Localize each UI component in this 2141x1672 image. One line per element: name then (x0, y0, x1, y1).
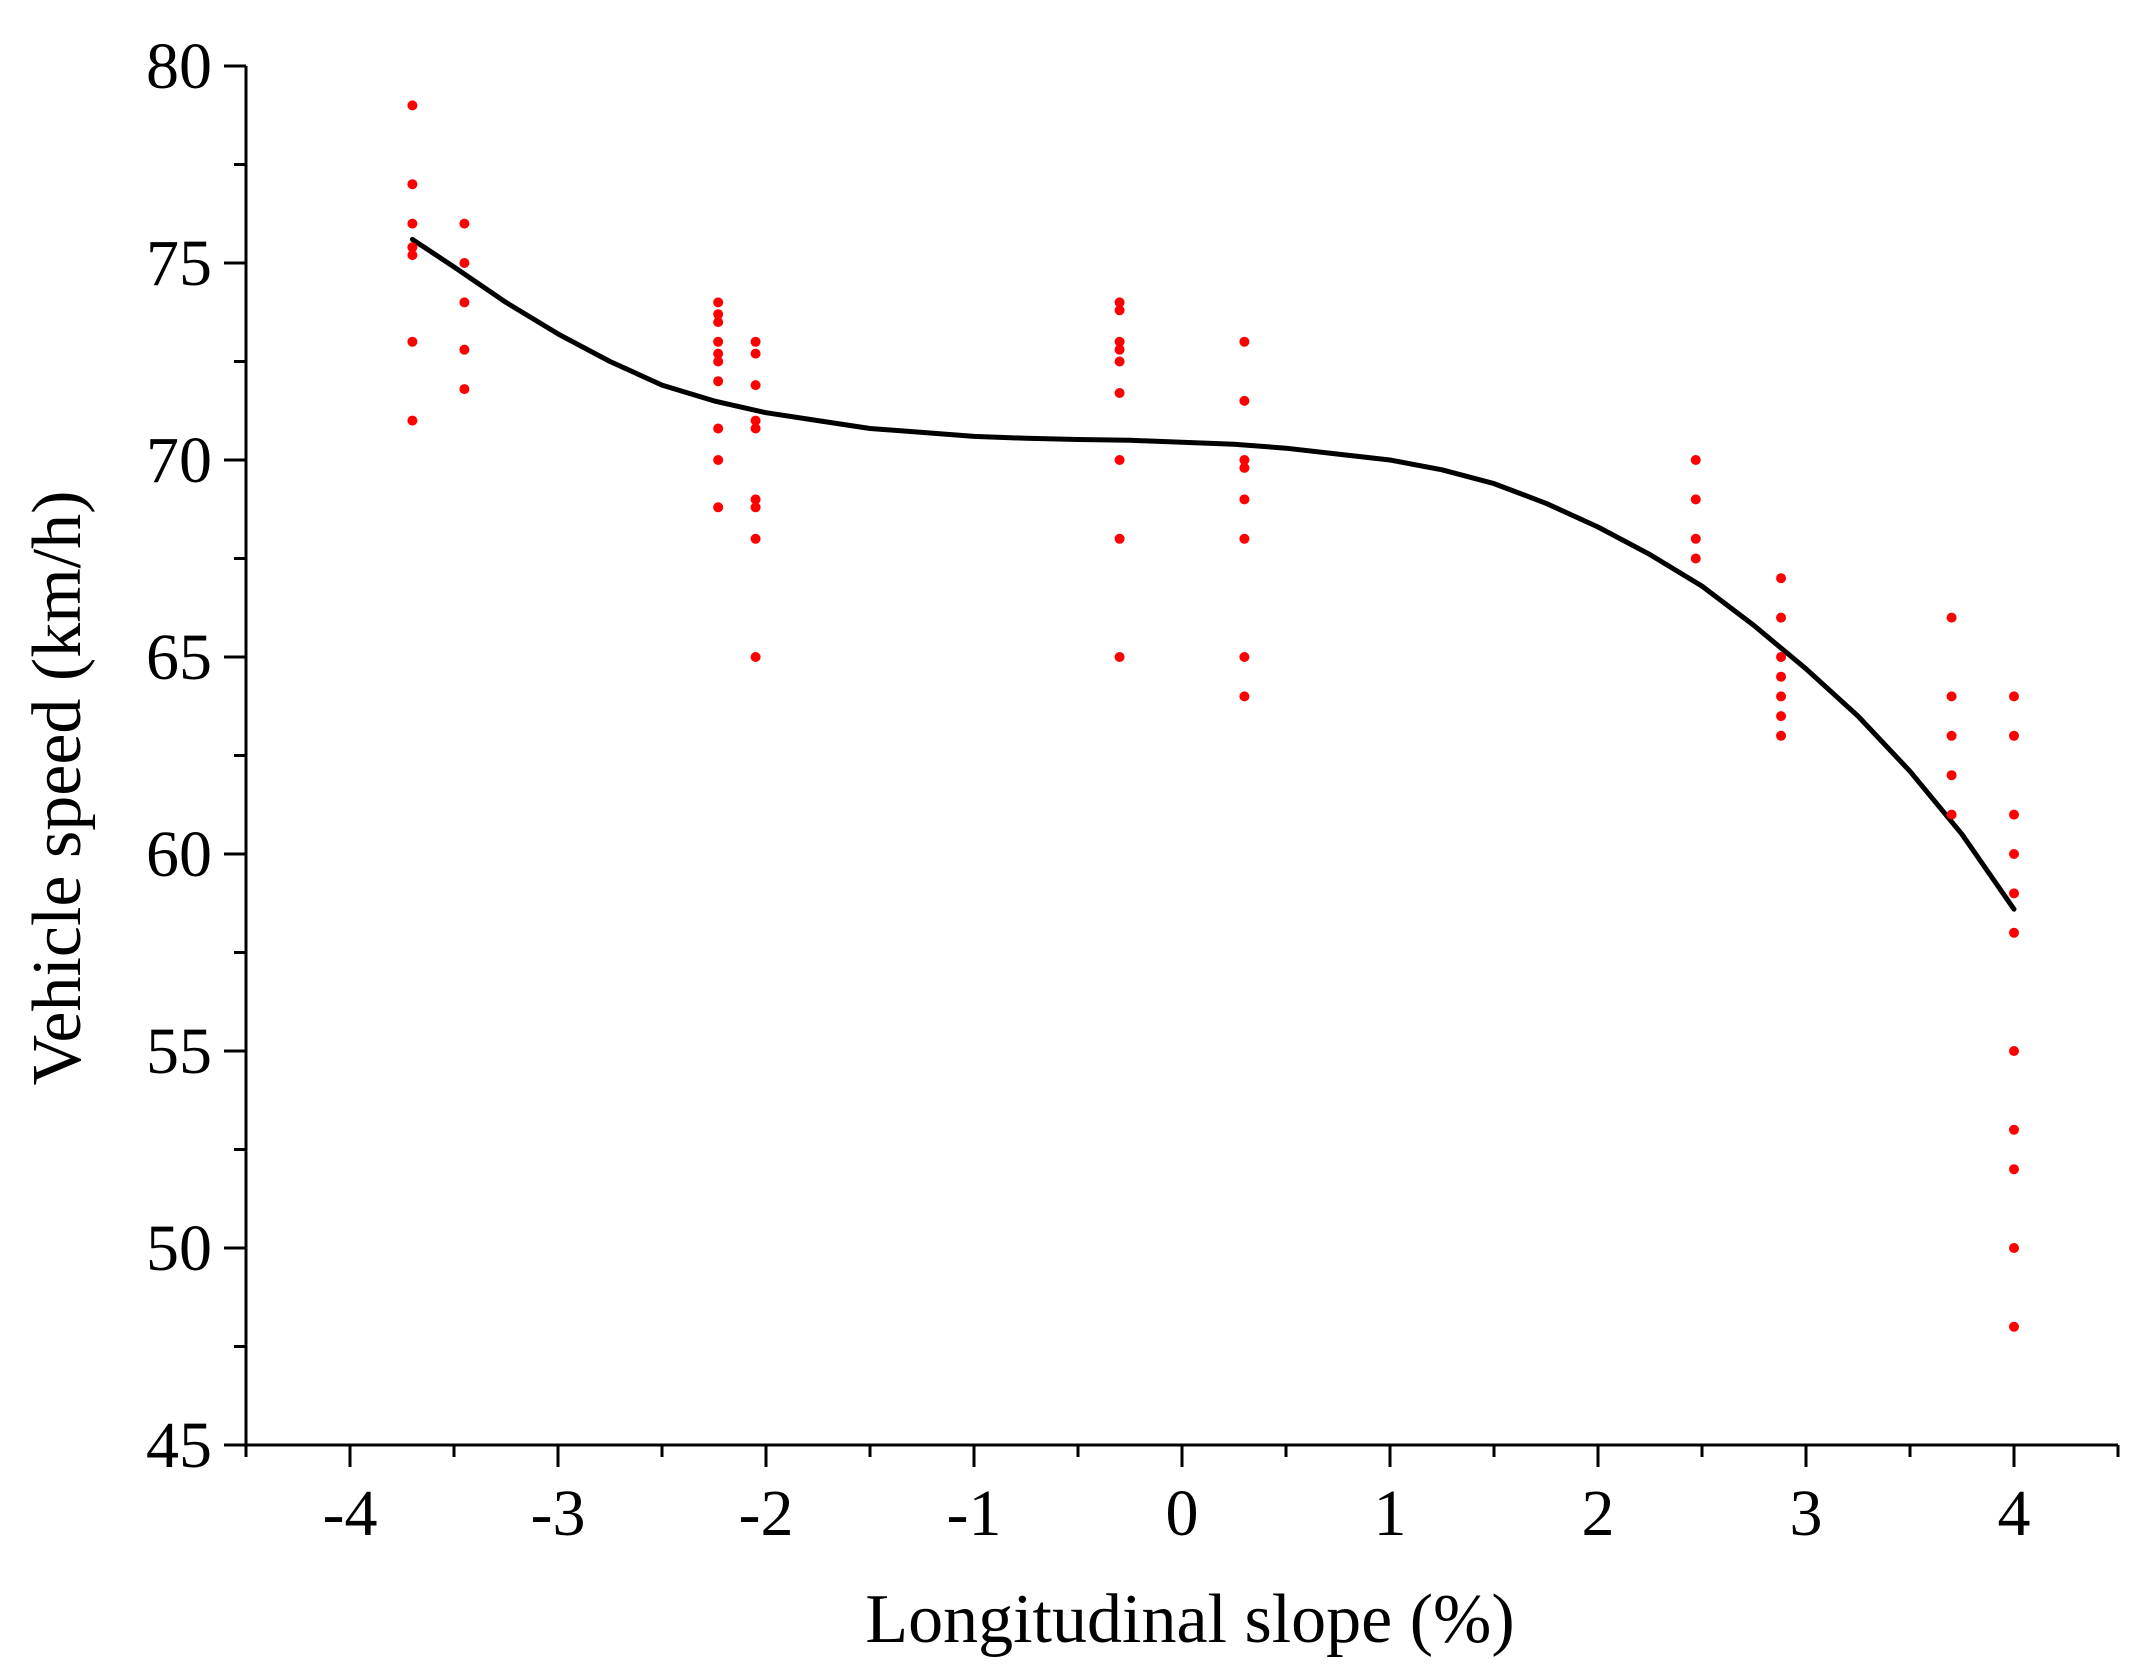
scatter-point (1114, 297, 1125, 308)
scatter-point (407, 415, 418, 426)
scatter-point (1690, 494, 1701, 505)
scatter-point (1239, 533, 1250, 544)
y-tick-label: 55 (146, 1015, 212, 1088)
scatter-point (1239, 691, 1250, 702)
scatter-point (1776, 711, 1787, 722)
scatter-point (713, 376, 724, 387)
scatter-point (713, 423, 724, 434)
scatter-point (1946, 809, 1957, 820)
x-tick-label: 3 (1790, 1477, 1823, 1550)
scatter-point (1946, 612, 1957, 623)
scatter-point (1114, 455, 1125, 465)
scatter-point (459, 258, 470, 268)
scatter-point (407, 179, 418, 190)
scatter-point (1776, 691, 1787, 702)
y-tick-label: 75 (146, 227, 212, 300)
scatter-point (2009, 691, 2019, 702)
y-tick-label: 80 (146, 30, 212, 103)
scatter-point (750, 380, 761, 391)
scatter-point (1776, 573, 1787, 584)
scatter-point (1776, 730, 1787, 741)
scatter-point (713, 297, 724, 308)
scatter-point (1946, 730, 1957, 741)
scatter-point (750, 494, 761, 505)
x-tick-label: 1 (1374, 1477, 1407, 1550)
scatter-point (1776, 612, 1787, 623)
scatter-point (1946, 691, 1957, 702)
scatter-point (407, 242, 418, 253)
y-tick-label: 45 (146, 1409, 212, 1482)
y-tick-label: 60 (146, 818, 212, 891)
scatter-point (750, 415, 761, 426)
scatter-point (713, 455, 724, 465)
scatter-point (713, 336, 724, 347)
x-tick-label: 2 (1582, 1477, 1615, 1550)
x-axis-title: Longitudinal slope (%) (865, 1581, 1514, 1658)
fitted-curve-layer (409, 236, 2017, 912)
scatter-point (2009, 849, 2019, 859)
scatter-point (713, 309, 724, 320)
scatter-point (459, 344, 470, 355)
scatter-point (1239, 652, 1250, 662)
scatter-point (2009, 888, 2019, 899)
scatter-point (2009, 1124, 2019, 1135)
scatter-point (750, 423, 761, 434)
scatter-point (1114, 305, 1125, 316)
scatter-point (2009, 1243, 2019, 1253)
scatter-point (407, 336, 418, 347)
scatter-point (2009, 809, 2019, 820)
scatter-point (750, 336, 761, 347)
scatter-point (750, 652, 761, 662)
scatter-point (1946, 770, 1957, 781)
scatter-point (459, 384, 470, 395)
scatter-point (713, 356, 724, 367)
x-tick-label: -1 (947, 1477, 1002, 1550)
fitted-curve-line (409, 236, 2017, 912)
scatter-point (459, 297, 470, 308)
scatter-point (1114, 388, 1125, 399)
scatter-point (1114, 652, 1125, 662)
scatter-point (1690, 533, 1701, 544)
scatter-point (1776, 671, 1787, 682)
scatter-point (1239, 455, 1250, 465)
y-axis-title: Vehicle speed (km/h) (19, 491, 96, 1086)
scatter-point (2009, 1321, 2019, 1332)
scatter-point (1114, 533, 1125, 544)
scatter-point (713, 502, 724, 513)
y-tick-label: 70 (146, 424, 212, 497)
scatter-point (2009, 1164, 2019, 1175)
scatter-point (407, 250, 418, 261)
scatter-point (750, 533, 761, 544)
scatter-point (750, 502, 761, 513)
x-tick-label: 0 (1166, 1477, 1199, 1550)
scatter-point (1239, 336, 1250, 347)
scatter-point (407, 218, 418, 229)
scatter-point (1690, 553, 1701, 564)
scatter-point (750, 348, 761, 359)
x-tick-label: 4 (1998, 1477, 2031, 1550)
scatter-point (713, 317, 724, 328)
scatter-point (2009, 730, 2019, 741)
scatter-point (1239, 395, 1250, 406)
scatter-point (459, 218, 470, 229)
scatter-points-layer (407, 100, 2019, 1332)
scatter-point (713, 348, 724, 359)
scatter-point (407, 100, 418, 111)
scatter-point (1114, 344, 1125, 355)
x-tick-label: -3 (531, 1477, 586, 1550)
scatter-point (2009, 1046, 2019, 1056)
chart-axes: 45 50 55 60 65 70 75 80 -4 -3 -2 -1 0 1 2 3 4 (146, 30, 2120, 1550)
scatter-point (1239, 494, 1250, 505)
scatter-point (1114, 356, 1125, 367)
scatter-point (1690, 455, 1701, 465)
scatter-point (1114, 336, 1125, 347)
x-tick-label: -2 (739, 1477, 794, 1550)
scatter-point (1776, 652, 1787, 662)
scatter-point (2009, 927, 2019, 938)
scatter-point (1239, 462, 1250, 473)
y-tick-label: 50 (146, 1212, 212, 1285)
y-tick-label: 65 (146, 621, 212, 694)
x-tick-label: -4 (323, 1477, 378, 1550)
